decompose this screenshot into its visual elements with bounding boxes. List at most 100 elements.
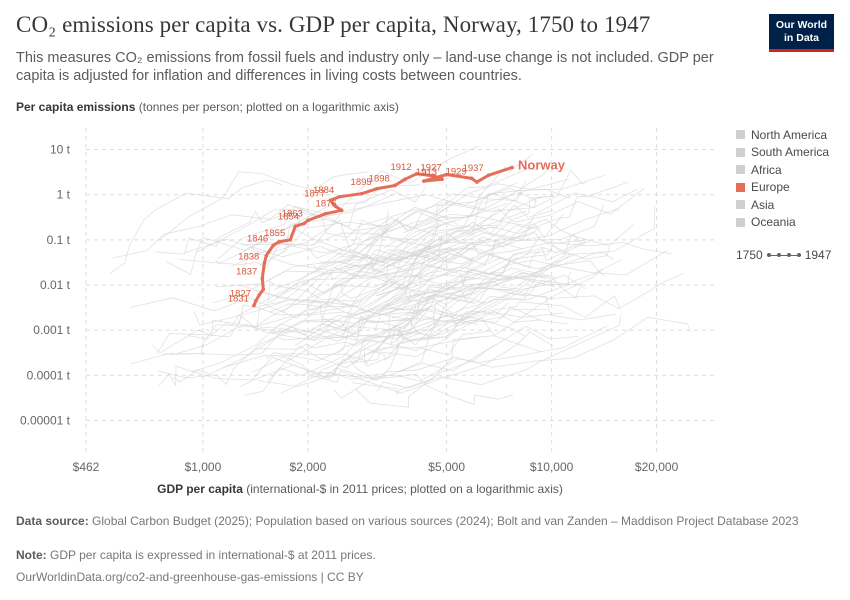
legend-item-south-america[interactable]: South America bbox=[736, 144, 829, 162]
background-country-line bbox=[403, 215, 634, 246]
background-country-line bbox=[377, 314, 622, 392]
data-point[interactable] bbox=[306, 218, 310, 223]
data-point[interactable] bbox=[337, 194, 342, 199]
background-country-line bbox=[287, 287, 471, 362]
legend-item-north-america[interactable]: North America bbox=[736, 126, 829, 144]
legend: North America South America Africa Europ… bbox=[736, 126, 829, 231]
data-point[interactable] bbox=[262, 261, 267, 266]
chart-title: CO₂ emissions per capita vs. GDP per cap… bbox=[16, 12, 651, 37]
timeline-start-handle[interactable] bbox=[766, 253, 771, 257]
x-axis-label-rest: (international-$ in 2011 prices; plotted… bbox=[246, 482, 563, 496]
timeline-start-label: 1750 bbox=[736, 248, 763, 262]
background-country-line bbox=[253, 306, 417, 350]
logo-line-2: in Data bbox=[783, 32, 819, 44]
source-url[interactable]: OurWorldinData.org/co2-and-greenhouse-ga… bbox=[16, 570, 364, 584]
background-country-line bbox=[269, 232, 503, 313]
data-point[interactable] bbox=[444, 172, 449, 177]
background-country-line bbox=[266, 182, 517, 304]
data-point[interactable] bbox=[474, 180, 479, 184]
data-point[interactable] bbox=[288, 238, 293, 242]
y-tick-label: 0.1 t bbox=[47, 233, 71, 247]
data-point[interactable] bbox=[403, 177, 407, 182]
y-tick-label: 10 t bbox=[50, 143, 71, 157]
legend-item-africa[interactable]: Africa bbox=[736, 161, 829, 179]
year-data-label: 1913 bbox=[416, 167, 437, 178]
x-axis-label: GDP per capita (international-$ in 2011 … bbox=[0, 482, 720, 496]
data-point[interactable] bbox=[302, 221, 306, 226]
background-country-line bbox=[367, 193, 554, 260]
background-country-line bbox=[373, 205, 605, 271]
data-point[interactable] bbox=[271, 243, 275, 248]
legend-swatch bbox=[736, 147, 745, 157]
background-country-line bbox=[309, 192, 523, 298]
background-country-line bbox=[352, 274, 586, 364]
timeline-dot bbox=[786, 253, 791, 257]
background-country-line bbox=[315, 331, 554, 394]
year-data-label: 1929 bbox=[446, 166, 467, 177]
data-point[interactable] bbox=[440, 177, 444, 182]
data-point[interactable] bbox=[392, 183, 397, 188]
legend-swatch bbox=[736, 182, 745, 192]
data-point[interactable] bbox=[252, 303, 256, 308]
background-country-line bbox=[310, 325, 608, 382]
y-tick-label: 0.01 t bbox=[40, 278, 71, 292]
background-country-line bbox=[386, 254, 571, 307]
year-data-label: 1884 bbox=[313, 185, 334, 196]
legend-swatch bbox=[736, 130, 745, 140]
background-country-line bbox=[368, 169, 586, 240]
background-country-line bbox=[260, 208, 448, 266]
series-label-norway: Norway bbox=[518, 158, 566, 173]
data-point[interactable] bbox=[374, 187, 379, 191]
axis-ticks: 10 t 1 t 0.1 t 0.01 t 0.001 t 0.0001 t 0.00001… bbox=[20, 143, 679, 474]
legend-item-oceania[interactable]: Oceania bbox=[736, 214, 829, 232]
timeline-control[interactable]: 1750 1947 bbox=[736, 248, 831, 262]
data-point[interactable] bbox=[486, 173, 491, 178]
data-point[interactable] bbox=[414, 172, 419, 176]
data-point[interactable] bbox=[261, 287, 266, 292]
y-tick-label: 0.00001 t bbox=[20, 413, 71, 427]
data-point[interactable] bbox=[254, 298, 258, 303]
background-country-line bbox=[158, 356, 386, 387]
y-axis-label: Per capita emissions (tonnes per person;… bbox=[16, 100, 399, 114]
legend-item-europe[interactable]: Europe bbox=[736, 179, 829, 197]
data-point[interactable] bbox=[264, 253, 269, 258]
background-country-line bbox=[195, 187, 426, 253]
chart-subtitle: This measures CO₂ emissions from fossil … bbox=[16, 50, 714, 84]
data-point[interactable] bbox=[323, 211, 328, 216]
data-point[interactable] bbox=[469, 176, 474, 181]
background-country-line bbox=[375, 246, 610, 301]
background-country-line bbox=[355, 325, 579, 408]
background-country-line bbox=[217, 145, 479, 260]
data-point[interactable] bbox=[432, 174, 436, 178]
background-country-line bbox=[303, 276, 556, 335]
data-point[interactable] bbox=[510, 165, 514, 170]
background-country-line bbox=[157, 320, 334, 386]
logo-line-1: Our World bbox=[775, 19, 828, 31]
data-point[interactable] bbox=[293, 224, 298, 229]
timeline-track[interactable] bbox=[765, 251, 803, 259]
y-tick-label: 0.0001 t bbox=[27, 368, 71, 382]
data-point[interactable] bbox=[333, 204, 338, 209]
data-point[interactable] bbox=[276, 240, 281, 244]
data-point[interactable] bbox=[359, 191, 364, 196]
data-point[interactable] bbox=[260, 276, 265, 281]
data-source-text: Global Carbon Budget (2025); Population … bbox=[92, 514, 799, 528]
year-data-label: 1837 bbox=[236, 266, 257, 277]
legend-item-asia[interactable]: Asia bbox=[736, 196, 829, 214]
timeline-end-handle[interactable] bbox=[796, 253, 801, 257]
data-point[interactable] bbox=[257, 293, 262, 297]
year-data-label: 1831 bbox=[228, 294, 249, 305]
background-country-line bbox=[367, 208, 619, 309]
y-tick-label: 1 t bbox=[57, 188, 71, 202]
data-point[interactable] bbox=[422, 179, 426, 183]
owid-logo[interactable]: Our World in Data bbox=[769, 14, 834, 52]
data-point[interactable] bbox=[339, 208, 344, 213]
background-country-line bbox=[394, 205, 656, 302]
background-country-line bbox=[242, 250, 448, 272]
background-country-line bbox=[130, 280, 371, 365]
background-country-line bbox=[109, 179, 283, 274]
data-point[interactable] bbox=[328, 198, 333, 203]
background-country-line bbox=[255, 239, 488, 329]
